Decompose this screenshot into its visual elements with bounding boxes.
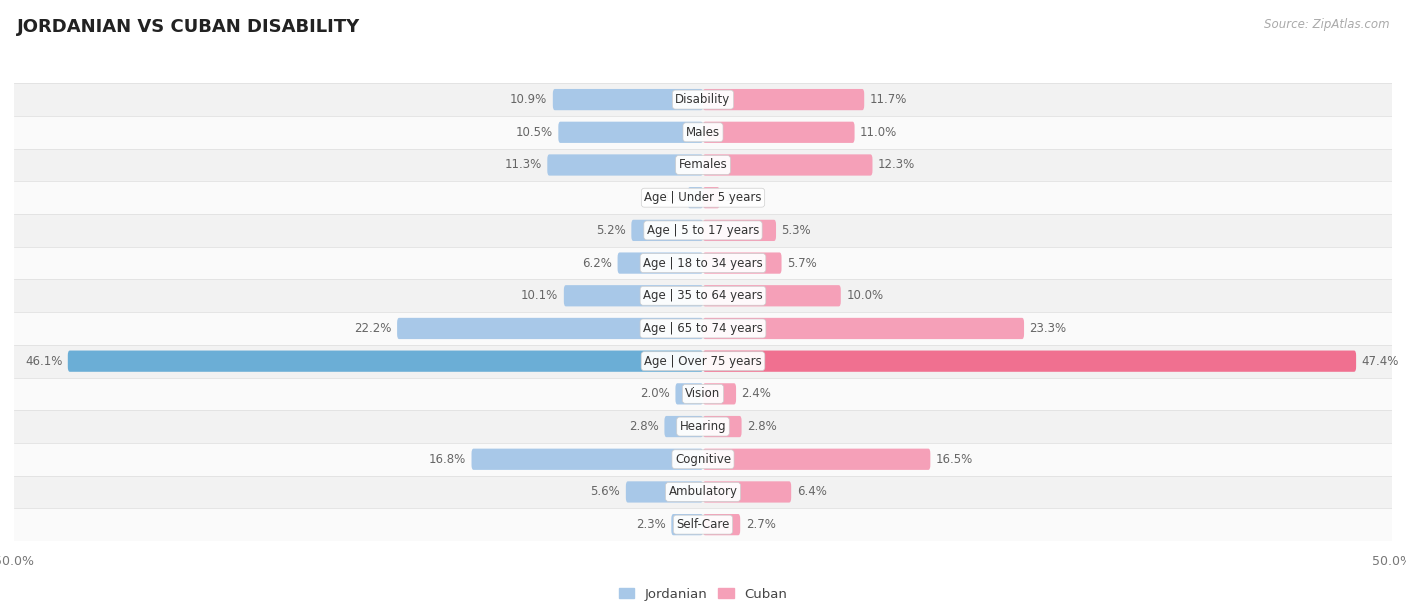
Text: Cognitive: Cognitive xyxy=(675,453,731,466)
FancyBboxPatch shape xyxy=(564,285,703,307)
Text: 10.0%: 10.0% xyxy=(846,289,883,302)
Bar xyxy=(14,509,1392,541)
Bar xyxy=(14,181,1392,214)
Bar xyxy=(14,280,1392,312)
FancyBboxPatch shape xyxy=(703,122,855,143)
Bar xyxy=(14,247,1392,280)
Text: Age | 18 to 34 years: Age | 18 to 34 years xyxy=(643,256,763,269)
Legend: Jordanian, Cuban: Jordanian, Cuban xyxy=(613,583,793,606)
Text: Males: Males xyxy=(686,126,720,139)
FancyBboxPatch shape xyxy=(688,187,703,208)
Text: 10.9%: 10.9% xyxy=(510,93,547,106)
Text: 6.2%: 6.2% xyxy=(582,256,612,269)
Text: 6.4%: 6.4% xyxy=(797,485,827,498)
Text: Self-Care: Self-Care xyxy=(676,518,730,531)
Text: 11.3%: 11.3% xyxy=(505,159,541,171)
Bar xyxy=(14,378,1392,410)
FancyBboxPatch shape xyxy=(703,481,792,502)
Text: 2.3%: 2.3% xyxy=(636,518,666,531)
Text: Source: ZipAtlas.com: Source: ZipAtlas.com xyxy=(1264,18,1389,31)
FancyBboxPatch shape xyxy=(396,318,703,339)
Text: Age | Over 75 years: Age | Over 75 years xyxy=(644,355,762,368)
FancyBboxPatch shape xyxy=(703,220,776,241)
Text: Age | 35 to 64 years: Age | 35 to 64 years xyxy=(643,289,763,302)
Text: 5.6%: 5.6% xyxy=(591,485,620,498)
Bar xyxy=(14,443,1392,476)
FancyBboxPatch shape xyxy=(553,89,703,110)
Bar xyxy=(14,410,1392,443)
Text: 16.8%: 16.8% xyxy=(429,453,465,466)
Text: Hearing: Hearing xyxy=(679,420,727,433)
Text: 12.3%: 12.3% xyxy=(877,159,915,171)
Text: JORDANIAN VS CUBAN DISABILITY: JORDANIAN VS CUBAN DISABILITY xyxy=(17,18,360,36)
Text: 5.3%: 5.3% xyxy=(782,224,811,237)
FancyBboxPatch shape xyxy=(675,383,703,405)
Bar xyxy=(14,345,1392,378)
Bar xyxy=(14,214,1392,247)
FancyBboxPatch shape xyxy=(703,351,1357,371)
FancyBboxPatch shape xyxy=(703,416,741,437)
Text: 2.8%: 2.8% xyxy=(747,420,778,433)
Bar xyxy=(14,116,1392,149)
Text: 2.8%: 2.8% xyxy=(628,420,659,433)
Text: 22.2%: 22.2% xyxy=(354,322,392,335)
Bar xyxy=(14,312,1392,345)
Text: 11.0%: 11.0% xyxy=(860,126,897,139)
Text: 1.2%: 1.2% xyxy=(725,191,755,204)
FancyBboxPatch shape xyxy=(471,449,703,470)
Text: Females: Females xyxy=(679,159,727,171)
Text: Disability: Disability xyxy=(675,93,731,106)
FancyBboxPatch shape xyxy=(67,351,703,371)
Text: 2.0%: 2.0% xyxy=(640,387,669,400)
FancyBboxPatch shape xyxy=(703,252,782,274)
Text: 10.5%: 10.5% xyxy=(516,126,553,139)
FancyBboxPatch shape xyxy=(703,285,841,307)
Text: Vision: Vision xyxy=(685,387,721,400)
Text: 47.4%: 47.4% xyxy=(1361,355,1399,368)
FancyBboxPatch shape xyxy=(703,383,737,405)
FancyBboxPatch shape xyxy=(665,416,703,437)
Text: 46.1%: 46.1% xyxy=(25,355,62,368)
FancyBboxPatch shape xyxy=(617,252,703,274)
Text: 2.4%: 2.4% xyxy=(741,387,772,400)
FancyBboxPatch shape xyxy=(547,154,703,176)
Text: 23.3%: 23.3% xyxy=(1029,322,1067,335)
Text: Age | 65 to 74 years: Age | 65 to 74 years xyxy=(643,322,763,335)
FancyBboxPatch shape xyxy=(703,318,1024,339)
Text: 5.2%: 5.2% xyxy=(596,224,626,237)
Text: Age | Under 5 years: Age | Under 5 years xyxy=(644,191,762,204)
Text: 16.5%: 16.5% xyxy=(936,453,973,466)
Text: 1.1%: 1.1% xyxy=(652,191,682,204)
FancyBboxPatch shape xyxy=(703,89,865,110)
FancyBboxPatch shape xyxy=(631,220,703,241)
Bar xyxy=(14,83,1392,116)
Text: Ambulatory: Ambulatory xyxy=(668,485,738,498)
Bar xyxy=(14,149,1392,181)
FancyBboxPatch shape xyxy=(671,514,703,536)
FancyBboxPatch shape xyxy=(626,481,703,502)
Text: Age | 5 to 17 years: Age | 5 to 17 years xyxy=(647,224,759,237)
FancyBboxPatch shape xyxy=(703,187,720,208)
Text: 11.7%: 11.7% xyxy=(870,93,907,106)
Bar xyxy=(14,476,1392,509)
FancyBboxPatch shape xyxy=(558,122,703,143)
Text: 5.7%: 5.7% xyxy=(787,256,817,269)
FancyBboxPatch shape xyxy=(703,449,931,470)
Text: 10.1%: 10.1% xyxy=(522,289,558,302)
FancyBboxPatch shape xyxy=(703,514,740,536)
FancyBboxPatch shape xyxy=(703,154,873,176)
Text: 2.7%: 2.7% xyxy=(745,518,776,531)
